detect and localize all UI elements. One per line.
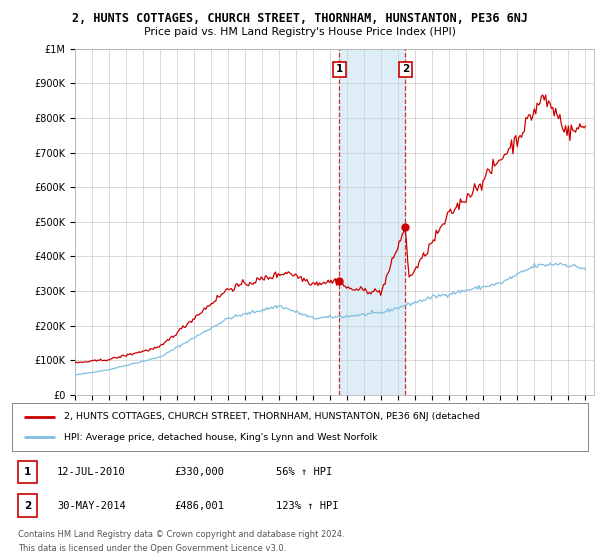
Text: 2, HUNTS COTTAGES, CHURCH STREET, THORNHAM, HUNSTANTON, PE36 6NJ (detached: 2, HUNTS COTTAGES, CHURCH STREET, THORNH… bbox=[64, 412, 480, 421]
Text: 12-JUL-2010: 12-JUL-2010 bbox=[57, 467, 126, 477]
Text: 123% ↑ HPI: 123% ↑ HPI bbox=[276, 501, 338, 511]
Text: 2: 2 bbox=[24, 501, 31, 511]
Text: 2, HUNTS COTTAGES, CHURCH STREET, THORNHAM, HUNSTANTON, PE36 6NJ: 2, HUNTS COTTAGES, CHURCH STREET, THORNH… bbox=[72, 12, 528, 25]
Text: 56% ↑ HPI: 56% ↑ HPI bbox=[276, 467, 332, 477]
Text: Price paid vs. HM Land Registry's House Price Index (HPI): Price paid vs. HM Land Registry's House … bbox=[144, 27, 456, 37]
Text: Contains HM Land Registry data © Crown copyright and database right 2024.: Contains HM Land Registry data © Crown c… bbox=[18, 530, 344, 539]
Text: £330,000: £330,000 bbox=[174, 467, 224, 477]
Text: 1: 1 bbox=[336, 64, 343, 74]
Text: HPI: Average price, detached house, King's Lynn and West Norfolk: HPI: Average price, detached house, King… bbox=[64, 433, 377, 442]
Text: 2: 2 bbox=[402, 64, 409, 74]
Bar bbox=[340, 49, 406, 395]
Text: 30-MAY-2014: 30-MAY-2014 bbox=[57, 501, 126, 511]
Text: This data is licensed under the Open Government Licence v3.0.: This data is licensed under the Open Gov… bbox=[18, 544, 286, 553]
Text: 1: 1 bbox=[24, 467, 31, 477]
Text: £486,001: £486,001 bbox=[174, 501, 224, 511]
